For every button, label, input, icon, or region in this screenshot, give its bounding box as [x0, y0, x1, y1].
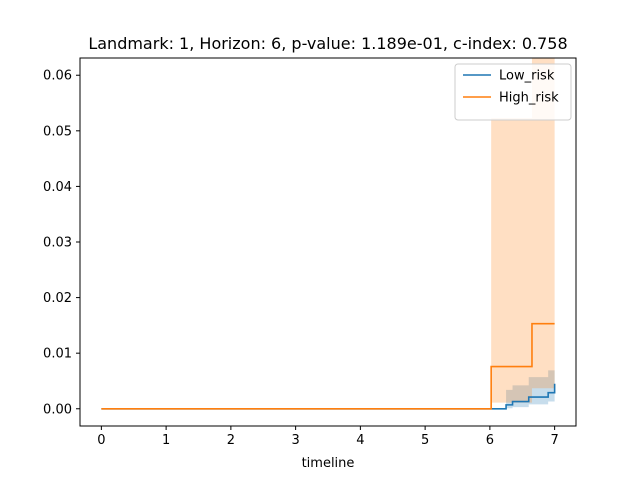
y-axis-ticks: 0.00 0.01 0.02 0.03 0.04 0.05 0.06	[43, 69, 80, 417]
x-tick-label: 0	[97, 433, 105, 448]
y-tick-label: 0.01	[43, 347, 72, 362]
legend: Low_risk High_risk	[454, 63, 572, 121]
legend-box	[454, 63, 572, 121]
series-line-High_risk	[101, 322, 555, 410]
legend-label-Low_risk: Low_risk	[499, 69, 555, 84]
x-axis-ticks: 0 1 2 3 4 5 6 7	[97, 426, 559, 448]
survival-lines	[101, 322, 556, 410]
x-tick-label: 1	[162, 433, 170, 448]
x-tick-label: 7	[550, 433, 558, 448]
x-tick-label: 2	[227, 433, 235, 448]
x-tick-label: 3	[291, 433, 299, 448]
chart-title: Landmark: 1, Horizon: 6, p-value: 1.189e…	[88, 34, 567, 53]
y-tick-label: 0.02	[43, 291, 72, 306]
x-tick-label: 4	[356, 433, 364, 448]
confidence-band-Low_risk	[101, 361, 555, 409]
confidence-bands	[101, 57, 555, 409]
y-tick-label: 0.03	[43, 236, 72, 251]
x-axis-label: timeline	[302, 456, 355, 471]
x-tick-label: 5	[421, 433, 429, 448]
legend-label-High_risk: High_risk	[499, 91, 559, 106]
y-tick-label: 0.04	[43, 180, 72, 195]
series-line-Low_risk	[101, 383, 556, 410]
confidence-band-High_risk	[101, 57, 555, 409]
x-tick-label: 6	[486, 433, 494, 448]
y-tick-label: 0.05	[43, 124, 72, 139]
y-tick-label: 0.00	[43, 402, 72, 417]
y-tick-label: 0.06	[43, 69, 72, 84]
